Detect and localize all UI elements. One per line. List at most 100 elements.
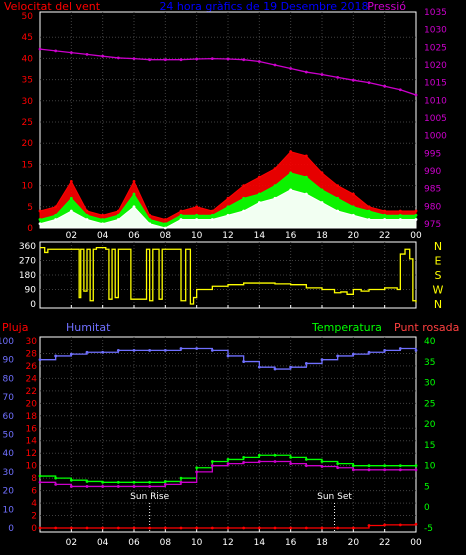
wind-tick-label: 5 <box>27 203 33 213</box>
wind-point <box>163 218 167 221</box>
series-point-3 <box>398 523 402 527</box>
series-point-2 <box>351 468 355 472</box>
series-point-1 <box>414 464 418 468</box>
wind-point <box>414 213 418 217</box>
x-tick-label: 00 <box>410 538 422 548</box>
pressure-point <box>398 88 402 92</box>
pluja-tick-label: 22 <box>26 387 37 397</box>
pressure-tick-label: 1035 <box>424 8 447 18</box>
x-tick-label: 06 <box>128 231 140 241</box>
pressure-tick-label: 1025 <box>424 43 447 53</box>
series-point-2 <box>289 462 293 465</box>
wind-point <box>398 209 402 213</box>
wind-point <box>367 218 371 221</box>
chart-title: 24 hora gràfics de 19 Desembre 2018 <box>159 0 368 13</box>
pressure-point <box>54 49 58 53</box>
direction-tick-label: 0 <box>30 300 36 310</box>
pressure-point <box>148 58 152 62</box>
direction-tick-label: 360 <box>19 242 36 252</box>
pressure-tick-label: 985 <box>424 185 441 195</box>
series-point-1 <box>273 453 277 457</box>
x-tick-label: 16 <box>285 231 297 241</box>
pressure-point <box>289 67 293 70</box>
wind-point <box>85 213 89 217</box>
pressure-tick-label: 990 <box>424 167 441 177</box>
humitat-tick-label: 20 <box>3 487 15 497</box>
series-point-1 <box>195 466 199 470</box>
series-point-2 <box>132 485 136 488</box>
temp-tick-label: 15 <box>424 441 435 451</box>
wind-point <box>304 175 308 179</box>
wind-point <box>54 205 58 209</box>
wind-point <box>195 213 199 217</box>
series-point-3 <box>38 526 42 530</box>
wind-point <box>148 213 152 217</box>
x-tick-label: 22 <box>379 231 390 241</box>
wind-point <box>116 209 120 213</box>
pressure-tick-label: 1010 <box>424 96 447 106</box>
pressure-point <box>101 54 105 58</box>
wind-point <box>210 218 214 221</box>
pressure-point <box>132 57 136 61</box>
direction-tick-label: 180 <box>19 271 36 281</box>
series-point-2 <box>304 464 308 468</box>
wind-point <box>163 226 167 230</box>
series-point-1 <box>242 455 246 459</box>
temp-tick-label: 10 <box>424 462 436 472</box>
pressure-point <box>320 73 324 76</box>
series-point-0 <box>116 348 120 352</box>
pluja-tick-label: 26 <box>26 362 38 372</box>
pressure-label: Pressió <box>367 0 406 13</box>
wind-point <box>210 213 214 217</box>
wind-point <box>148 222 152 226</box>
temp-tick-label: -5 <box>424 524 433 534</box>
compass-label: N <box>434 298 442 311</box>
wind-point <box>304 192 308 196</box>
pressure-point <box>210 57 214 61</box>
pluja-tick-label: 0 <box>31 524 37 534</box>
compass-label: N <box>434 240 442 253</box>
series-point-2 <box>179 480 183 484</box>
wind-point <box>179 218 183 221</box>
wind-series-2 <box>39 189 417 229</box>
wind-point <box>38 218 42 221</box>
wind-point <box>336 209 340 213</box>
series-point-1 <box>320 460 324 463</box>
pressure-point <box>304 70 308 74</box>
series-point-0 <box>179 347 183 350</box>
x-tick-label: 12 <box>222 231 233 241</box>
series-point-0 <box>85 350 89 354</box>
series-point-2 <box>116 485 120 488</box>
x-tick-label: 02 <box>66 538 77 548</box>
pressure-point <box>351 78 355 82</box>
pressure-point <box>85 53 89 56</box>
x-tick-label: 06 <box>128 538 140 548</box>
series-point-2 <box>336 466 340 470</box>
series-point-1 <box>383 464 387 468</box>
series-point-0 <box>367 350 371 354</box>
pressure-point <box>163 58 167 62</box>
humitat-tick-label: 60 <box>3 412 15 422</box>
humitat-tick-label: 50 <box>3 431 15 441</box>
series-point-0 <box>336 354 340 358</box>
wind-point <box>85 209 89 213</box>
wind-pressure-panel: 0510152025303540455097598098599099510001… <box>22 8 448 241</box>
wind-point <box>132 192 136 196</box>
wind-point <box>351 213 355 217</box>
wind-point <box>38 209 42 213</box>
series-point-2 <box>163 482 167 486</box>
wind-point <box>257 175 261 179</box>
temperatura-label: Temperatura <box>311 321 382 334</box>
wind-point <box>54 213 58 217</box>
series-point-3 <box>242 526 246 530</box>
wind-point <box>383 213 387 217</box>
compass-label: S <box>435 269 442 282</box>
pluja-tick-label: 30 <box>26 337 38 347</box>
wind-point <box>179 213 183 217</box>
wind-point <box>398 213 402 217</box>
series-point-1 <box>336 462 340 465</box>
humitat-tick-label: 0 <box>8 524 14 534</box>
series-point-3 <box>148 526 152 530</box>
wind-point <box>195 205 199 209</box>
pressure-point <box>195 57 199 61</box>
